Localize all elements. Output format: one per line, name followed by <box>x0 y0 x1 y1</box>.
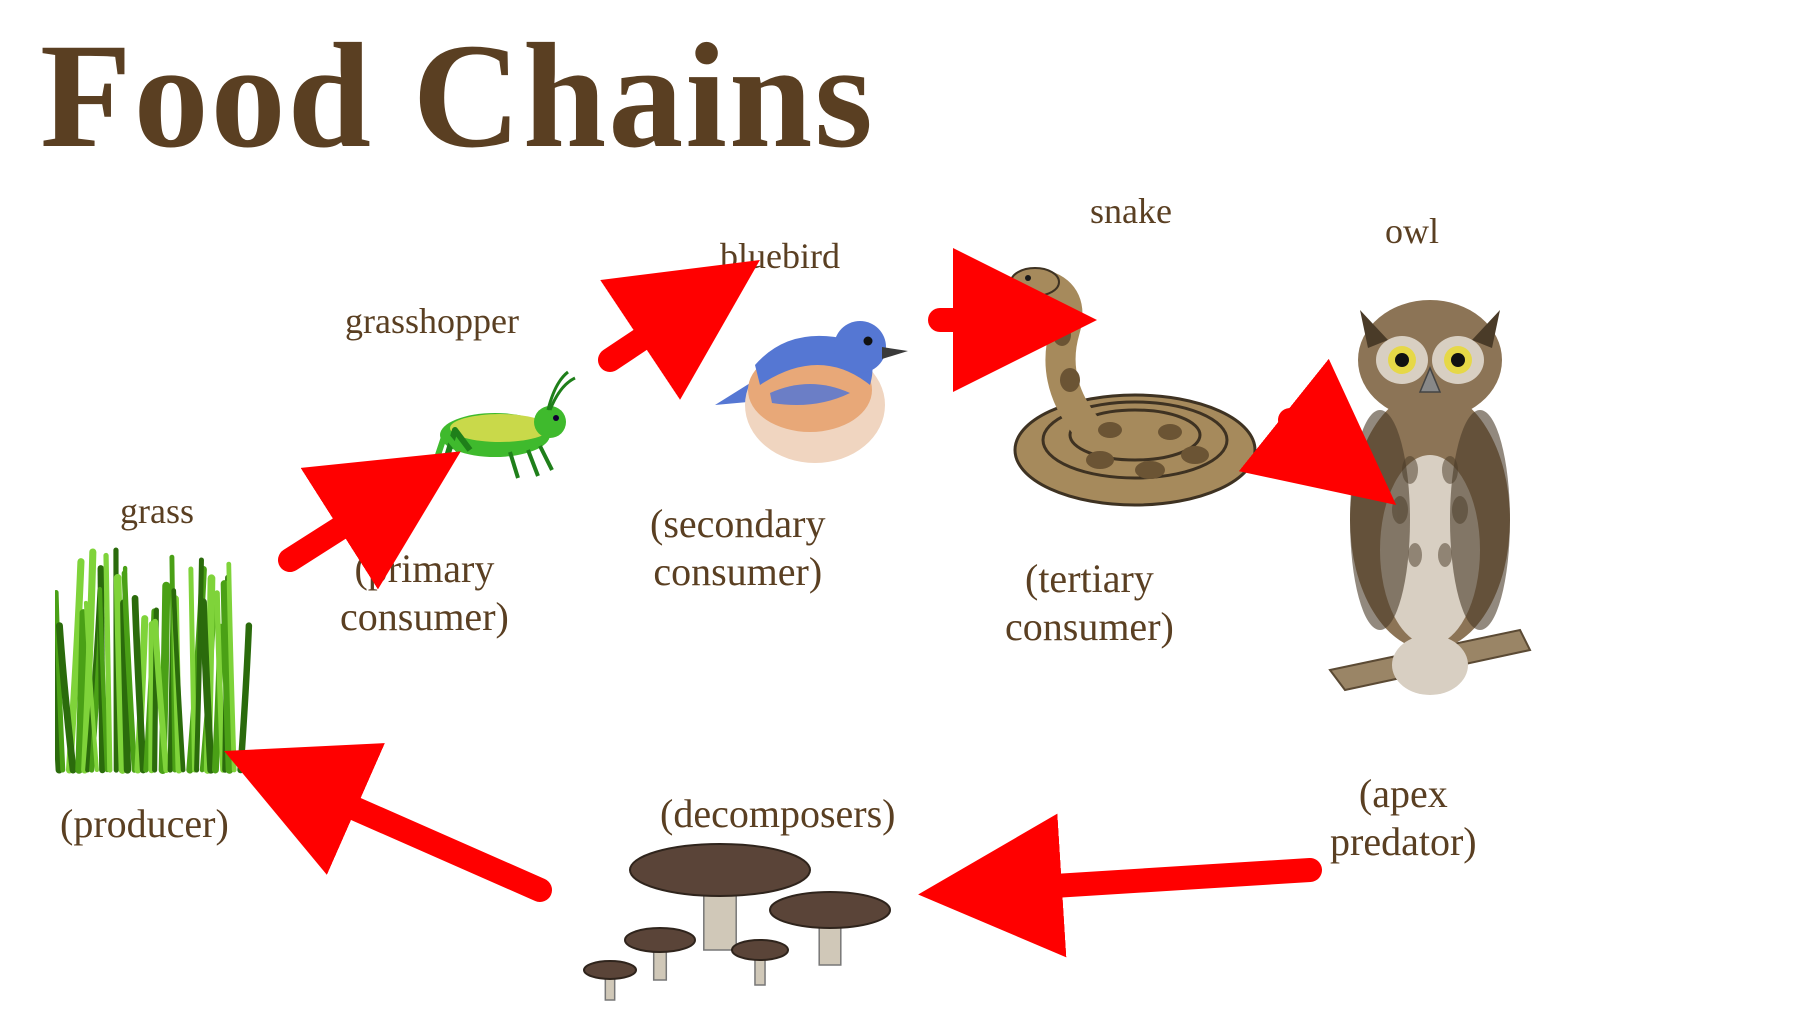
snake-role-label: (tertiaryconsumer) <box>1005 555 1174 651</box>
grasshopper-illustration <box>400 360 590 500</box>
owl-name-label: owl <box>1385 210 1439 253</box>
snake-name-label: snake <box>1090 190 1172 233</box>
grass-name-label: grass <box>120 490 194 533</box>
owl-illustration <box>1320 270 1540 730</box>
owl-role-label: (apexpredator) <box>1330 770 1477 866</box>
bluebird-role-label: (secondaryconsumer) <box>650 500 825 596</box>
arrow-grasshopper-to-bluebird <box>610 300 700 360</box>
arrow-mushrooms-to-grass <box>290 780 540 890</box>
grass-role-label: (producer) <box>60 800 229 848</box>
decomposers-role-label: (decomposers) <box>660 790 895 838</box>
bluebird-name-label: bluebird <box>720 235 840 278</box>
grass-illustration <box>55 545 255 775</box>
grasshopper-role-label: (primaryconsumer) <box>340 545 509 641</box>
diagram-title: Food Chains <box>40 10 875 182</box>
grasshopper-name-label: grasshopper <box>345 300 519 343</box>
arrow-owl-to-mushrooms <box>990 870 1310 890</box>
snake-illustration <box>990 260 1280 520</box>
bluebird-illustration <box>700 285 920 485</box>
mushrooms-illustration <box>560 830 920 1010</box>
